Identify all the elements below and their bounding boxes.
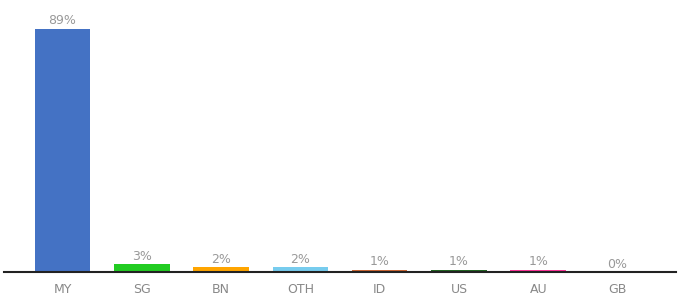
- Bar: [352, 270, 407, 272]
- Text: 2%: 2%: [290, 253, 310, 266]
- Text: 1%: 1%: [370, 255, 390, 268]
- Text: 3%: 3%: [132, 250, 152, 263]
- Bar: [114, 264, 169, 272]
- Text: 1%: 1%: [449, 255, 469, 268]
- Bar: [35, 29, 90, 272]
- Text: 2%: 2%: [211, 253, 231, 266]
- Bar: [511, 270, 566, 272]
- Text: 1%: 1%: [528, 255, 548, 268]
- Bar: [431, 270, 487, 272]
- Bar: [193, 267, 249, 272]
- Text: 89%: 89%: [48, 14, 76, 27]
- Text: 0%: 0%: [607, 258, 628, 271]
- Bar: [273, 267, 328, 272]
